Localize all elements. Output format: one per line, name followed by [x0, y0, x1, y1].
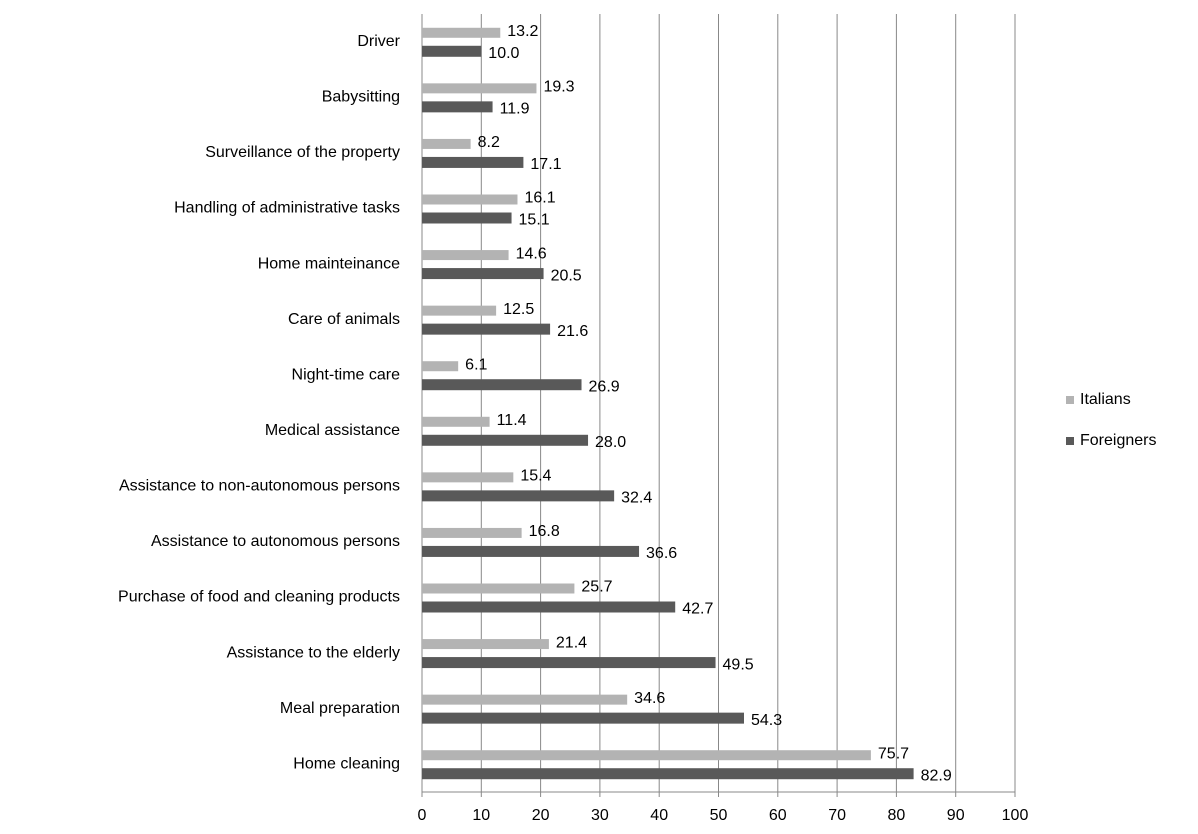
x-tick-label: 50	[710, 807, 728, 824]
category-label: Assistance to non-autonomous persons	[119, 478, 400, 495]
category-label: Assistance to autonomous persons	[151, 533, 400, 550]
legend-label: Italians	[1080, 391, 1131, 408]
bar	[422, 138, 471, 149]
data-label: 16.8	[529, 523, 560, 540]
data-label: 34.6	[634, 690, 665, 707]
x-tick-label: 100	[1002, 807, 1029, 824]
category-label: Care of animals	[288, 311, 400, 328]
data-label: 8.2	[478, 134, 500, 151]
bar	[422, 657, 716, 669]
data-label: 16.1	[524, 190, 555, 207]
data-label: 42.7	[682, 601, 713, 618]
bar	[422, 583, 575, 594]
bar	[422, 361, 459, 372]
bar	[422, 639, 549, 650]
bar	[422, 45, 482, 57]
bar	[422, 379, 582, 391]
x-tick-label: 40	[650, 807, 668, 824]
bar	[422, 323, 551, 335]
bar	[422, 268, 544, 280]
category-label: Babysitting	[322, 89, 400, 106]
data-label: 49.5	[723, 656, 754, 673]
bar	[422, 194, 518, 205]
data-label: 36.6	[646, 545, 677, 562]
bar	[422, 490, 615, 502]
data-label: 12.5	[503, 301, 534, 318]
bar	[422, 545, 640, 557]
x-tick-label: 0	[418, 807, 427, 824]
data-label: 28.0	[595, 434, 626, 451]
bar	[422, 472, 514, 483]
x-tick-label: 90	[947, 807, 965, 824]
category-label: Purchase of food and cleaning products	[118, 589, 400, 606]
data-label: 82.9	[921, 767, 952, 784]
bar	[422, 434, 589, 446]
data-label: 15.4	[520, 468, 551, 485]
legend-swatch	[1066, 396, 1074, 404]
data-label: 13.2	[507, 23, 538, 40]
bar	[422, 416, 490, 427]
data-label: 14.6	[516, 245, 547, 262]
x-tick-label: 80	[888, 807, 906, 824]
bar	[422, 212, 512, 224]
data-label: 75.7	[878, 745, 909, 762]
bar	[422, 27, 501, 38]
category-label: Handling of administrative tasks	[174, 200, 400, 217]
x-tick-label: 30	[591, 807, 609, 824]
data-label: 32.4	[621, 490, 652, 507]
data-label: 25.7	[581, 579, 612, 596]
category-label: Surveillance of the property	[205, 144, 400, 161]
legend-swatch	[1066, 437, 1074, 445]
category-label: Home mainteinance	[258, 255, 400, 272]
x-tick-label: 10	[472, 807, 490, 824]
data-label: 17.1	[530, 156, 561, 173]
bar	[422, 601, 676, 613]
data-label: 10.0	[488, 45, 519, 62]
category-label: Assistance to the elderly	[227, 644, 400, 661]
category-label: Home cleaning	[293, 755, 400, 772]
x-tick-label: 70	[828, 807, 846, 824]
bar	[422, 694, 628, 705]
data-label: 21.6	[557, 323, 588, 340]
data-label: 15.1	[519, 212, 550, 229]
data-label: 11.9	[500, 101, 530, 118]
x-tick-label: 20	[532, 807, 550, 824]
bar	[422, 768, 914, 780]
data-label: 54.3	[751, 712, 782, 729]
data-label: 20.5	[551, 267, 582, 284]
category-label: Night-time care	[292, 366, 401, 383]
category-label: Medical assistance	[265, 422, 400, 439]
data-label: 6.1	[465, 356, 487, 373]
bar	[422, 527, 522, 538]
data-label: 21.4	[556, 634, 587, 651]
bar	[422, 101, 493, 113]
legend-label: Foreigners	[1080, 432, 1156, 449]
data-label: 26.9	[589, 378, 620, 395]
bar	[422, 156, 524, 168]
data-label: 11.4	[497, 412, 527, 429]
bar	[422, 305, 497, 316]
bar	[422, 83, 537, 94]
bar	[422, 250, 509, 261]
data-label: 19.3	[543, 79, 574, 96]
category-label: Driver	[357, 33, 400, 50]
bar	[422, 750, 871, 761]
bar	[422, 712, 744, 724]
x-tick-label: 60	[769, 807, 787, 824]
category-label: Meal preparation	[280, 700, 400, 717]
